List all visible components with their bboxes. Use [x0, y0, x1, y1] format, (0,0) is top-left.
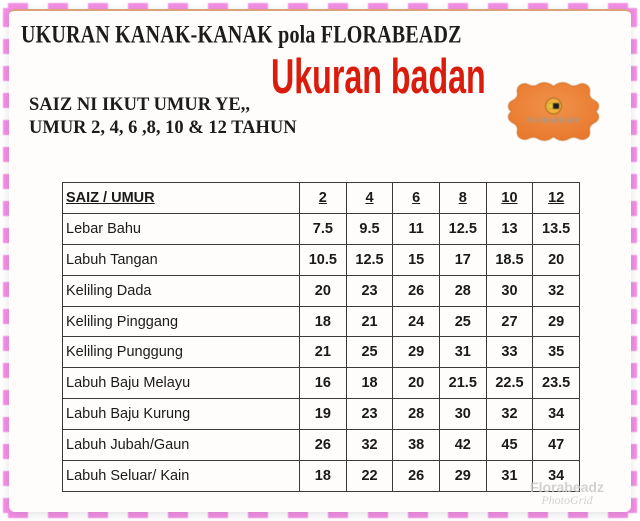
svg-text:FLORABEADZ: FLORABEADZ: [526, 116, 580, 125]
